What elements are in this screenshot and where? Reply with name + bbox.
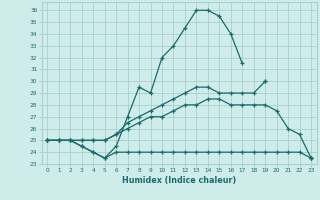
X-axis label: Humidex (Indice chaleur): Humidex (Indice chaleur) <box>122 176 236 185</box>
